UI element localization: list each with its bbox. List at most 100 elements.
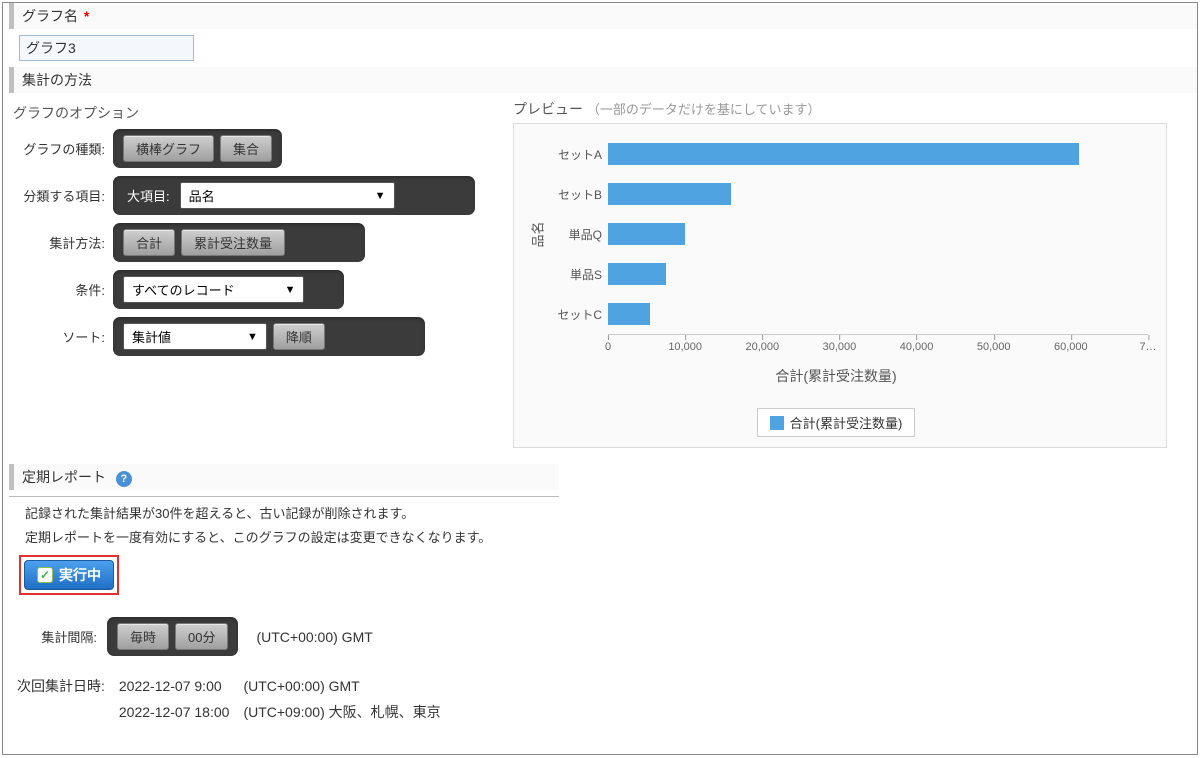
option-row-chart-type: グラフの種類: 横棒グラフ 集合 bbox=[13, 129, 493, 168]
chevron-down-icon: ▼ bbox=[375, 190, 386, 202]
graph-name-input[interactable] bbox=[19, 35, 194, 61]
bar-category-label: セットC bbox=[546, 306, 608, 323]
bar-fill bbox=[608, 183, 731, 205]
group-by-select[interactable]: 品名 ▼ bbox=[180, 182, 395, 209]
next-tz-0: (UTC+00:00) GMT bbox=[243, 674, 452, 698]
interval-freq-button[interactable]: 毎時 bbox=[117, 623, 169, 650]
aggregation-title: 集計の方法 bbox=[22, 72, 92, 88]
axis-tick: 50,000 bbox=[977, 335, 1011, 353]
option-row-group-by: 分類する項目: 大項目: 品名 ▼ bbox=[13, 176, 493, 215]
graph-name-section: グラフ名 * bbox=[9, 3, 1197, 67]
preview-title-text: プレビュー bbox=[513, 101, 583, 117]
chart-area: 品名 セットAセットB単品Q単品SセットC bbox=[524, 134, 1148, 334]
running-button[interactable]: ✓ 実行中 bbox=[24, 560, 114, 590]
interval-pill: 毎時 00分 bbox=[107, 617, 238, 656]
group-by-label: 分類する項目: bbox=[13, 186, 113, 205]
report-note-2: 定期レポートを一度有効にすると、このグラフの設定は変更できなくなります。 bbox=[25, 527, 559, 549]
sort-label: ソート: bbox=[13, 327, 113, 346]
axis-tick: 20,000 bbox=[745, 335, 779, 353]
bar-fill bbox=[608, 263, 666, 285]
page-container: グラフ名 * 集計の方法 グラフのオプション グラフの種類: 横棒グラフ 集合 … bbox=[2, 2, 1198, 755]
agg-method-label: 集計方法: bbox=[13, 233, 113, 252]
legend: 合計(累計受注数量) bbox=[757, 408, 916, 437]
bar-row: セットC bbox=[546, 294, 1148, 334]
next-datetime-1: 2022-12-07 18:00 bbox=[119, 700, 242, 724]
preview-header: プレビュー （一部のデータだけを基にしています） bbox=[513, 99, 1167, 119]
legend-label: 合計(累計受注数量) bbox=[790, 413, 903, 432]
aggregation-header: 集計の方法 bbox=[9, 67, 1197, 93]
bar-fill bbox=[608, 303, 650, 325]
bar-fill bbox=[608, 143, 1079, 165]
next-dates-block: 次回集計日時: 2022-12-07 9:00 (UTC+00:00) GMT … bbox=[15, 672, 559, 726]
x-axis: 010,00020,00030,00040,00050,00060,0007… bbox=[608, 334, 1148, 362]
y-axis-label-wrap: 品名 bbox=[524, 134, 546, 334]
bar-track bbox=[608, 183, 1148, 205]
running-label: 実行中 bbox=[59, 565, 101, 585]
chevron-down-icon: ▼ bbox=[285, 284, 296, 296]
report-header: 定期レポート ? bbox=[9, 464, 559, 490]
highlight-box: ✓ 実行中 bbox=[19, 555, 119, 595]
options-header: グラフのオプション bbox=[13, 103, 493, 123]
bar-row: セットA bbox=[546, 134, 1148, 174]
bar-category-label: セットB bbox=[546, 186, 608, 203]
next-tz-1: (UTC+09:00) 大阪、札幌、東京 bbox=[243, 700, 452, 724]
two-column-layout: グラフのオプション グラフの種類: 横棒グラフ 集合 分類する項目: 大項目: … bbox=[3, 97, 1197, 454]
interval-label: 集計間隔: bbox=[9, 627, 107, 646]
graph-name-content bbox=[9, 33, 1197, 67]
axis-tick: 7… bbox=[1139, 335, 1156, 353]
interval-row: 集計間隔: 毎時 00分 (UTC+00:00) GMT bbox=[9, 617, 559, 656]
report-note-1: 記録された集計結果が30件を超えると、古い記録が削除されます。 bbox=[25, 503, 559, 525]
chart-type-pill: 横棒グラフ 集合 bbox=[113, 129, 282, 168]
bar-track bbox=[608, 303, 1148, 325]
bars-wrap: セットAセットB単品Q単品SセットC bbox=[546, 134, 1148, 334]
bar-category-label: セットA bbox=[546, 146, 608, 163]
sort-order-button[interactable]: 降順 bbox=[273, 323, 325, 350]
condition-label: 条件: bbox=[13, 280, 113, 299]
bar-track bbox=[608, 143, 1148, 165]
bar-row: セットB bbox=[546, 174, 1148, 214]
agg-method-button[interactable]: 合計 bbox=[123, 229, 175, 256]
bar-row: 単品Q bbox=[546, 214, 1148, 254]
sort-select[interactable]: 集計値 ▼ bbox=[123, 323, 267, 350]
interval-minute-button[interactable]: 00分 bbox=[175, 623, 228, 650]
axis-tick: 60,000 bbox=[1054, 335, 1088, 353]
aggregation-section: 集計の方法 bbox=[9, 67, 1197, 93]
axis-tick: 30,000 bbox=[823, 335, 857, 353]
group-by-value: 品名 bbox=[189, 186, 215, 205]
condition-select[interactable]: すべてのレコード ▼ bbox=[123, 276, 304, 303]
agg-field-button[interactable]: 累計受注数量 bbox=[181, 229, 285, 256]
graph-name-title: グラフ名 bbox=[22, 8, 78, 24]
chart-grouping-button[interactable]: 集合 bbox=[220, 135, 272, 162]
table-row: 2022-12-07 18:00 (UTC+09:00) 大阪、札幌、東京 bbox=[17, 700, 453, 724]
group-by-inner-label: 大項目: bbox=[123, 186, 174, 205]
interval-timezone: (UTC+00:00) GMT bbox=[256, 629, 372, 645]
next-label: 次回集計日時: bbox=[17, 674, 117, 698]
options-column: グラフのオプション グラフの種類: 横棒グラフ 集合 分類する項目: 大項目: … bbox=[13, 99, 493, 364]
axis-tick: 10,000 bbox=[668, 335, 702, 353]
agg-method-pill: 合計 累計受注数量 bbox=[113, 223, 365, 262]
bar-track bbox=[608, 223, 1148, 245]
option-row-agg-method: 集計方法: 合計 累計受注数量 bbox=[13, 223, 493, 262]
sort-value: 集計値 bbox=[132, 327, 171, 346]
bar-track bbox=[608, 263, 1148, 285]
group-by-pill: 大項目: 品名 ▼ bbox=[113, 176, 475, 215]
axis-tick: 0 bbox=[605, 335, 611, 353]
sort-pill: 集計値 ▼ 降順 bbox=[113, 317, 425, 356]
chart-type-button[interactable]: 横棒グラフ bbox=[123, 135, 214, 162]
option-row-condition: 条件: すべてのレコード ▼ bbox=[13, 270, 493, 309]
graph-name-header: グラフ名 * bbox=[9, 3, 1197, 29]
legend-swatch bbox=[770, 416, 784, 430]
option-row-sort: ソート: 集計値 ▼ 降順 bbox=[13, 317, 493, 356]
x-axis-label: 合計(累計受注数量) bbox=[524, 366, 1148, 386]
chart-type-label: グラフの種類: bbox=[13, 139, 113, 158]
report-section: 定期レポート ? 記録された集計結果が30件を超えると、古い記録が削除されます。… bbox=[9, 464, 559, 726]
bar-fill bbox=[608, 223, 685, 245]
chart-container: 品名 セットAセットB単品Q単品SセットC 010,00020,00030,00… bbox=[513, 123, 1167, 448]
help-icon[interactable]: ? bbox=[116, 471, 132, 487]
preview-subtitle: （一部のデータだけを基にしています） bbox=[587, 102, 821, 117]
y-axis-label: 品名 bbox=[528, 221, 547, 247]
report-title: 定期レポート bbox=[22, 469, 106, 485]
legend-wrap: 合計(累計受注数量) bbox=[524, 396, 1148, 437]
condition-pill: すべてのレコード ▼ bbox=[113, 270, 344, 309]
check-icon: ✓ bbox=[37, 567, 53, 583]
